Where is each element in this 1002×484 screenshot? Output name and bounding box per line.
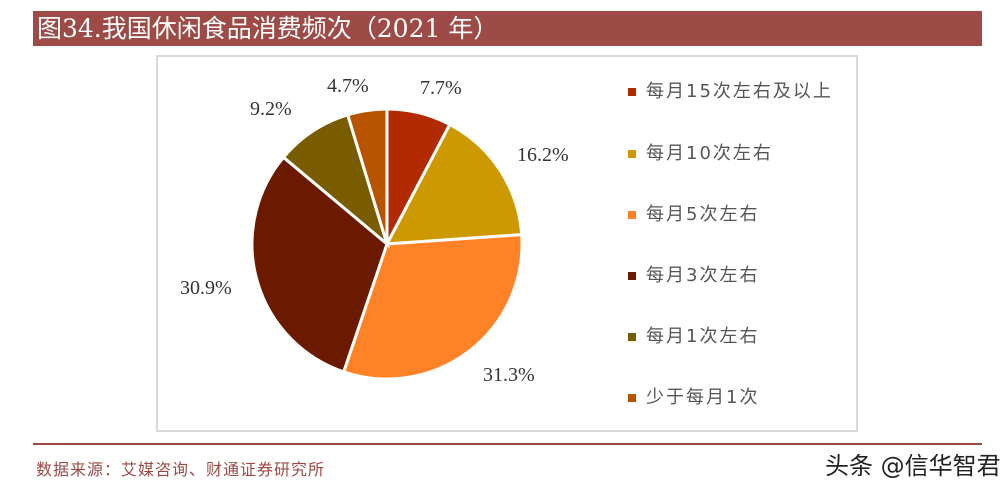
- data-label-1: 7.7%: [420, 77, 462, 99]
- data-label-6: 4.7%: [327, 75, 369, 97]
- data-label-5: 9.2%: [250, 98, 292, 120]
- legend-item: 每月1次左右: [628, 323, 846, 350]
- pie-slice: [384, 122, 524, 246]
- legend-label: 每月10次左右: [646, 143, 773, 164]
- legend-item: 每月10次左右: [628, 140, 846, 167]
- figure-title: 图34.我国休闲食品消费频次（2021 年）: [33, 11, 982, 46]
- legend-item: 每月5次左右: [628, 201, 846, 228]
- legend-label: 少于每月1次: [646, 387, 760, 408]
- data-label-2: 16.2%: [517, 144, 569, 166]
- data-label-4: 30.9%: [180, 277, 232, 299]
- legend-swatch: [628, 394, 636, 402]
- pie-slice: [345, 107, 389, 245]
- footer-divider: [33, 443, 982, 445]
- legend-label: 每月3次左右: [646, 265, 760, 286]
- legend-label: 每月5次左右: [646, 204, 760, 225]
- legend-swatch: [628, 211, 636, 219]
- pie-slice: [341, 233, 524, 381]
- legend-swatch: [628, 88, 636, 96]
- legend-label: 每月1次左右: [646, 326, 760, 347]
- pie-slice: [281, 112, 390, 249]
- legend-swatch: [628, 333, 636, 341]
- data-source-note: 数据来源：艾媒咨询、财通证券研究所: [36, 460, 326, 479]
- legend-item: 少于每月1次: [628, 384, 846, 411]
- watermark: 头条 @信华智君: [825, 452, 1001, 480]
- pie-slice: [250, 155, 389, 374]
- legend-label: 每月15次左右及以上: [646, 81, 833, 102]
- legend-item: 每月15次左右及以上: [628, 78, 846, 105]
- legend-item: 每月3次左右: [628, 262, 846, 289]
- legend-swatch: [628, 272, 636, 280]
- legend-swatch: [628, 150, 636, 158]
- data-label-3: 31.3%: [483, 364, 535, 386]
